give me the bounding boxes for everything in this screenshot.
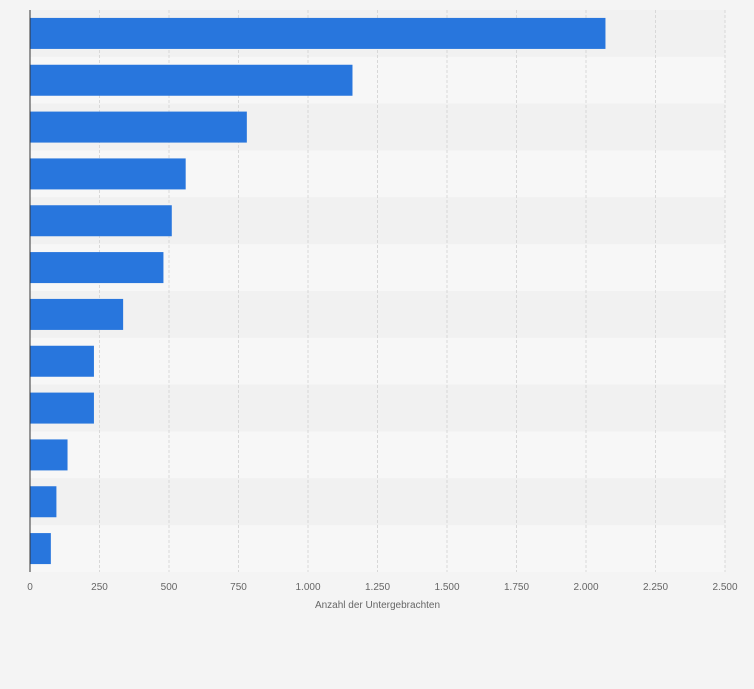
x-tick-label: 2.250 xyxy=(643,582,668,593)
x-tick-label: 1.500 xyxy=(434,582,459,593)
bar[interactable] xyxy=(30,298,124,330)
bar[interactable] xyxy=(30,64,353,96)
bar[interactable] xyxy=(30,486,57,518)
x-tick-label: 1.750 xyxy=(504,582,529,593)
gridlines xyxy=(99,10,726,572)
bar[interactable] xyxy=(30,533,51,565)
bar[interactable] xyxy=(30,205,172,237)
x-tick-label: 500 xyxy=(161,582,178,593)
bar[interactable] xyxy=(30,111,247,143)
x-axis-title: Anzahl der Untergebrachten xyxy=(315,600,440,611)
bar[interactable] xyxy=(30,158,186,190)
x-tick-label: 2.500 xyxy=(712,582,737,593)
bar[interactable] xyxy=(30,17,606,49)
x-tick-label: 1.000 xyxy=(295,582,320,593)
bars xyxy=(30,17,606,565)
bar[interactable] xyxy=(30,252,164,284)
bar[interactable] xyxy=(30,392,94,424)
x-tick-label: 0 xyxy=(27,582,33,593)
x-tick-labels: 0 250 500 750 1.000 1.250 1.500 1.750 2.000 2.250… xyxy=(27,582,738,593)
x-tick-label: 750 xyxy=(230,582,247,593)
x-tick-label: 1.250 xyxy=(365,582,390,593)
x-tick-label: 250 xyxy=(91,582,108,593)
x-tick-label: 2.000 xyxy=(573,582,598,593)
bar[interactable] xyxy=(30,439,68,471)
bar[interactable] xyxy=(30,345,94,377)
